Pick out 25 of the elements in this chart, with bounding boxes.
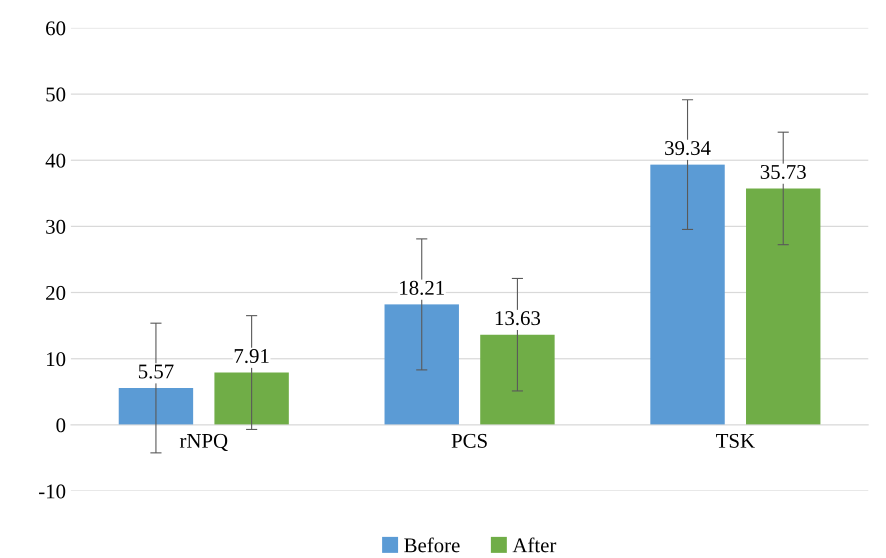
data-label: 13.63 — [496, 311, 540, 326]
bar — [214, 372, 289, 425]
bar — [746, 188, 820, 425]
bar — [480, 334, 555, 425]
y-tick-label: 40 — [46, 154, 66, 168]
y-tick-label: -10 — [39, 484, 66, 498]
y-tick-label: 30 — [46, 220, 66, 234]
legend-label: Before — [404, 537, 460, 552]
y-tick-label: 50 — [46, 87, 66, 102]
bar — [650, 164, 725, 425]
bar — [118, 388, 194, 425]
legend-label: After — [512, 537, 556, 552]
x-tick-label: TSK — [716, 434, 755, 448]
y-tick-label: 0 — [56, 418, 66, 432]
x-tick-label: PCS — [452, 434, 487, 448]
data-label: 18.21 — [400, 280, 444, 295]
y-tick-label: 10 — [47, 352, 66, 366]
x-tick-label: rNPQ — [180, 434, 228, 452]
data-label: 5.57 — [138, 364, 174, 379]
data-label: 7.91 — [234, 349, 269, 364]
data-label: 39.34 — [665, 141, 711, 156]
y-tick-label: 60 — [46, 21, 66, 36]
y-tick-label: 20 — [46, 286, 66, 300]
data-label: 35.73 — [760, 164, 806, 180]
bar — [384, 304, 459, 425]
